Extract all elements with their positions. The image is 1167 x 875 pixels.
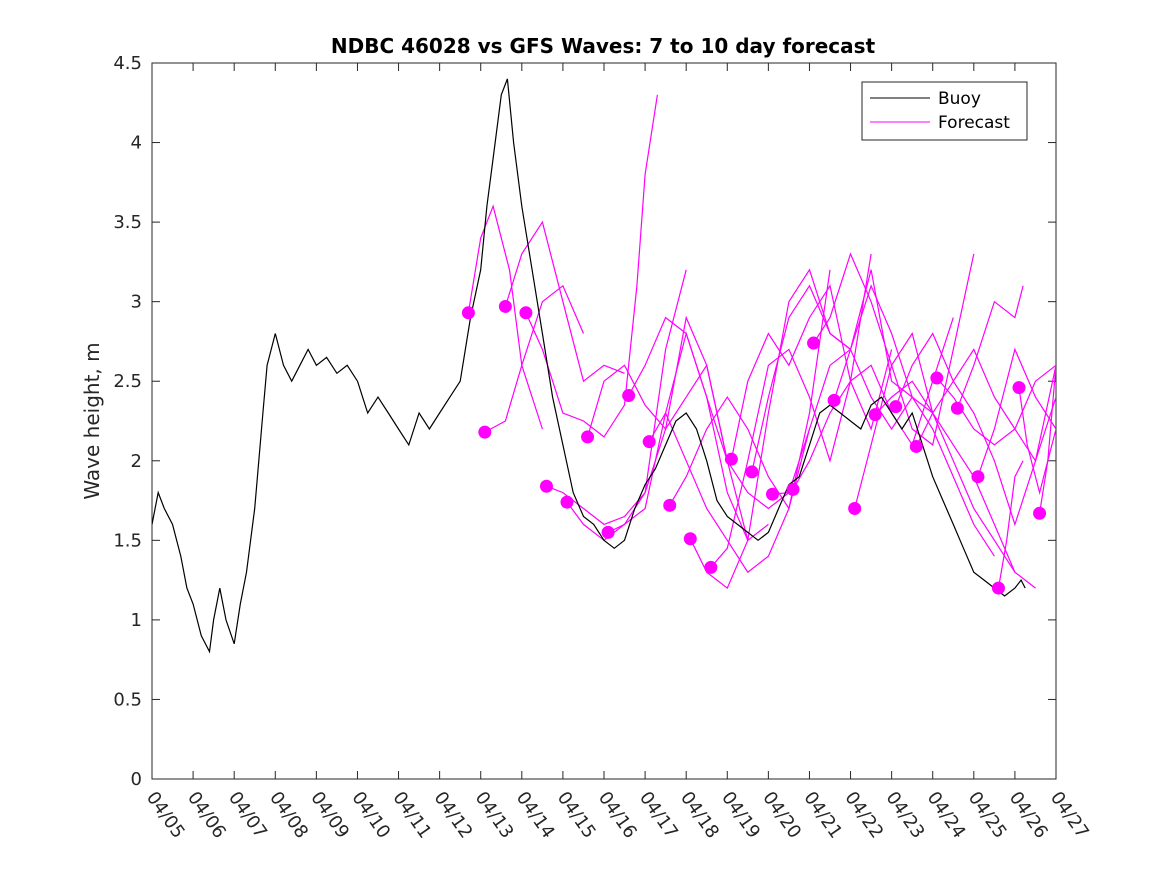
y-tick-label: 3 xyxy=(131,292,142,313)
forecast-marker xyxy=(909,439,923,453)
forecast-run-line xyxy=(628,316,790,510)
y-tick-label: 4 xyxy=(131,133,142,154)
forecast-run-line xyxy=(997,460,1024,589)
y-tick-label: 2 xyxy=(131,451,142,472)
forecast-marker xyxy=(807,336,821,350)
forecast-marker xyxy=(519,306,533,320)
forecast-run-line xyxy=(915,348,1056,463)
legend-label-forecast: Forecast xyxy=(938,113,1010,133)
forecast-marker xyxy=(991,581,1005,595)
forecast-run-line xyxy=(669,269,831,511)
forecast-run-line xyxy=(895,332,1056,527)
forecast-marker xyxy=(848,502,862,516)
forecast-run-line xyxy=(710,253,872,568)
y-tick-label: 2.5 xyxy=(113,371,142,392)
forecast-run-line xyxy=(587,363,749,541)
forecast-run-line xyxy=(546,269,687,526)
forecast-marker xyxy=(889,400,903,414)
forecast-run-line xyxy=(977,347,1056,477)
legend: Buoy Forecast xyxy=(861,81,1028,141)
forecast-marker xyxy=(498,299,512,313)
y-tick-label: 4.5 xyxy=(113,53,142,74)
forecast-run-line xyxy=(504,220,625,383)
y-tick-label: 3.5 xyxy=(113,212,142,233)
forecast-run-line xyxy=(467,204,543,430)
forecast-run-line xyxy=(833,284,995,557)
forecast-marker xyxy=(704,560,718,574)
forecast-run-line xyxy=(936,364,1056,446)
forecast-marker xyxy=(539,479,553,493)
legend-box xyxy=(861,81,1028,141)
forecast-marker xyxy=(724,452,738,466)
forecast-run-line xyxy=(525,94,658,438)
forecast-marker xyxy=(461,306,475,320)
forecast-run-line xyxy=(730,284,893,460)
legend-label-buoy: Buoy xyxy=(938,89,981,109)
y-tick-label: 0.5 xyxy=(113,689,142,710)
forecast-marker xyxy=(971,470,985,484)
forecast-marker xyxy=(745,465,759,479)
chart-title: NDBC 46028 vs GFS Waves: 7 to 10 day for… xyxy=(331,34,876,58)
forecast-run-line xyxy=(484,284,585,433)
forecast-marker xyxy=(560,495,574,509)
y-axis-label: Wave height, m xyxy=(80,342,104,499)
forecast-run-line xyxy=(874,380,1036,589)
y-tick-label: 1.5 xyxy=(113,530,142,551)
forecast-marker xyxy=(868,408,882,422)
forecast-marker xyxy=(1012,381,1026,395)
forecast-marker xyxy=(663,498,677,512)
plot-area xyxy=(151,62,1057,780)
forecast-marker xyxy=(601,525,615,539)
buoy-line xyxy=(152,78,1026,654)
forecast-marker xyxy=(930,371,944,385)
forecast-run-line xyxy=(956,285,1024,409)
forecast-marker xyxy=(581,430,595,444)
forecast-run-line xyxy=(1039,365,1056,514)
forecast-marker xyxy=(827,393,841,407)
forecast-marker xyxy=(683,532,697,546)
forecast-marker xyxy=(622,389,636,403)
forecast-marker xyxy=(1033,506,1047,520)
forecast-marker xyxy=(765,487,779,501)
forecast-marker xyxy=(950,401,964,415)
forecast-run-line xyxy=(689,268,851,590)
forecast-marker xyxy=(786,482,800,496)
forecast-marker xyxy=(642,435,656,449)
forecast-marker xyxy=(478,425,492,439)
plot-series xyxy=(152,78,1056,654)
forecast-run-line xyxy=(566,315,728,542)
y-tick-label: 0 xyxy=(131,769,142,790)
y-tick-label: 1 xyxy=(131,610,142,631)
